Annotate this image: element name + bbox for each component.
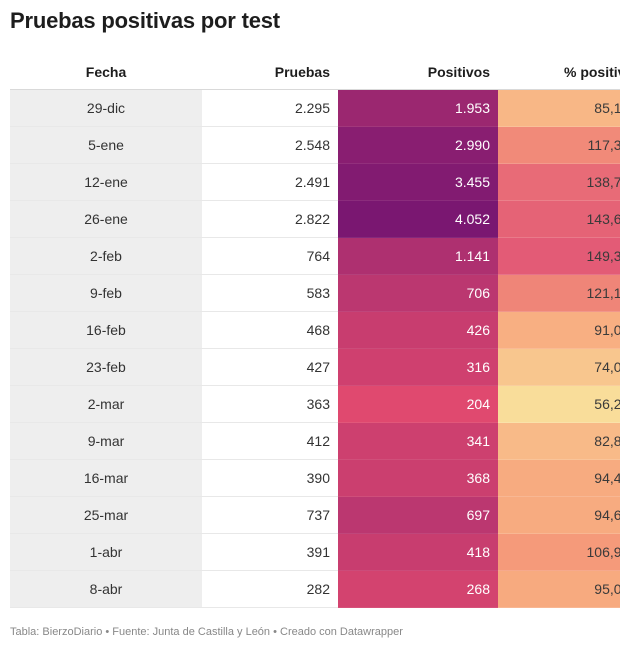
cell-pruebas: 468 <box>202 311 338 349</box>
cell-pct-positivo: 138,7% <box>498 163 620 201</box>
cell-pruebas: 2.491 <box>202 163 338 201</box>
cell-pct-positivo: 91,0% <box>498 311 620 349</box>
footer-credits: Tabla: BierzoDiario • Fuente: Junta de C… <box>10 626 403 638</box>
cell-positivos: 1.953 <box>338 89 498 127</box>
cell-pruebas: 412 <box>202 422 338 460</box>
cell-positivos: 316 <box>338 348 498 386</box>
cell-fecha: 16-mar <box>10 459 202 497</box>
cell-positivos: 4.052 <box>338 200 498 238</box>
header-pct-positivo[interactable]: % positivo <box>498 54 620 90</box>
cell-positivos: 341 <box>338 422 498 460</box>
header-positivos[interactable]: Positivos <box>338 54 498 90</box>
cell-pct-positivo: 106,9% <box>498 533 620 571</box>
cell-pct-positivo: 82,8% <box>498 422 620 460</box>
cell-pruebas: 427 <box>202 348 338 386</box>
cell-positivos: 697 <box>338 496 498 534</box>
data-table: Fecha Pruebas Positivos % positivo 29-di… <box>10 54 620 608</box>
cell-positivos: 706 <box>338 274 498 312</box>
cell-pruebas: 2.822 <box>202 200 338 238</box>
cell-fecha: 25-mar <box>10 496 202 534</box>
cell-fecha: 23-feb <box>10 348 202 386</box>
cell-positivos: 2.990 <box>338 126 498 164</box>
cell-pct-positivo: 95,0% <box>498 570 620 608</box>
cell-fecha: 5-ene <box>10 126 202 164</box>
cell-fecha: 9-mar <box>10 422 202 460</box>
cell-pct-positivo: 74,0% <box>498 348 620 386</box>
cell-pruebas: 2.548 <box>202 126 338 164</box>
table-body: 29-dic2.2951.95385,1%5-ene2.5482.990117,… <box>10 89 620 608</box>
cell-pct-positivo: 94,6% <box>498 496 620 534</box>
cell-pct-positivo: 121,1% <box>498 274 620 312</box>
cell-positivos: 1.141 <box>338 237 498 275</box>
cell-pct-positivo: 149,3% <box>498 237 620 275</box>
cell-fecha: 8-abr <box>10 570 202 608</box>
cell-pruebas: 390 <box>202 459 338 497</box>
chart-title: Pruebas positivas por test <box>10 8 280 33</box>
cell-pruebas: 2.295 <box>202 89 338 127</box>
cell-positivos: 426 <box>338 311 498 349</box>
cell-fecha: 29-dic <box>10 89 202 127</box>
header-fecha[interactable]: Fecha <box>10 54 202 90</box>
cell-pruebas: 764 <box>202 237 338 275</box>
cell-fecha: 26-ene <box>10 200 202 238</box>
cell-fecha: 2-feb <box>10 237 202 275</box>
header-pruebas[interactable]: Pruebas <box>202 54 338 90</box>
cell-pruebas: 737 <box>202 496 338 534</box>
cell-pruebas: 583 <box>202 274 338 312</box>
cell-fecha: 16-feb <box>10 311 202 349</box>
cell-fecha: 12-ene <box>10 163 202 201</box>
cell-fecha: 9-feb <box>10 274 202 312</box>
cell-positivos: 418 <box>338 533 498 571</box>
cell-positivos: 368 <box>338 459 498 497</box>
cell-positivos: 268 <box>338 570 498 608</box>
cell-pct-positivo: 117,3% <box>498 126 620 164</box>
cell-pct-positivo: 94,4% <box>498 459 620 497</box>
cell-pruebas: 391 <box>202 533 338 571</box>
cell-pruebas: 363 <box>202 385 338 423</box>
cell-positivos: 3.455 <box>338 163 498 201</box>
cell-pct-positivo: 85,1% <box>498 89 620 127</box>
cell-fecha: 1-abr <box>10 533 202 571</box>
cell-pct-positivo: 56,2% <box>498 385 620 423</box>
header-row: Fecha Pruebas Positivos % positivo <box>10 54 620 90</box>
cell-positivos: 204 <box>338 385 498 423</box>
cell-pct-positivo: 143,6% <box>498 200 620 238</box>
cell-fecha: 2-mar <box>10 385 202 423</box>
cell-pruebas: 282 <box>202 570 338 608</box>
